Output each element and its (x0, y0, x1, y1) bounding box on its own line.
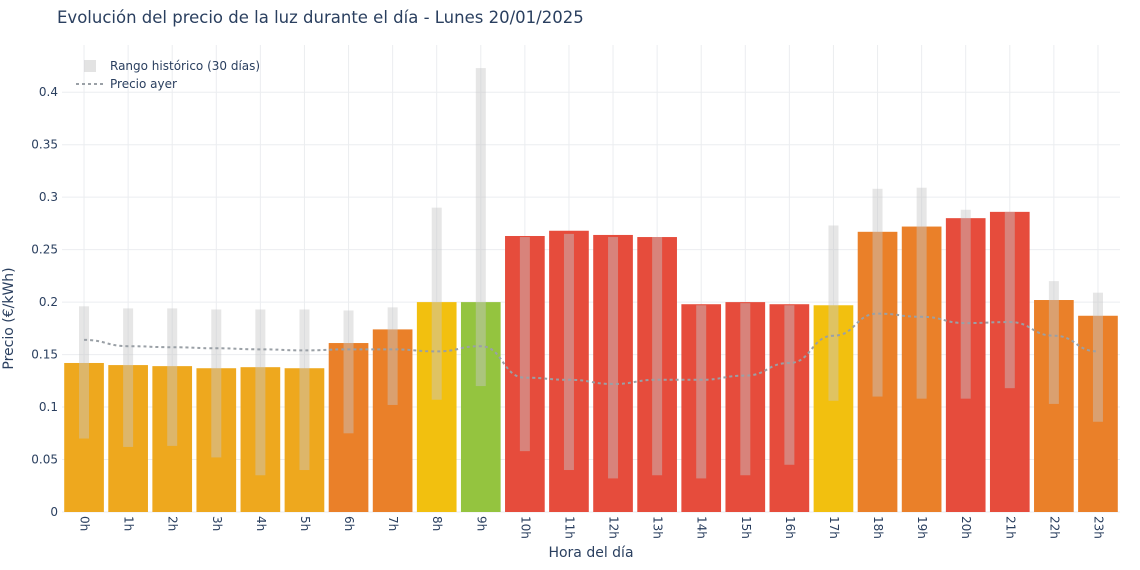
x-tick-label: 7h (386, 516, 400, 531)
y-tick-label: 0.1 (39, 400, 58, 414)
historical-range-bar (123, 308, 134, 447)
y-axis-title: Precio (€/kWh) (1, 267, 17, 369)
x-tick-label: 19h (915, 516, 929, 539)
price-bar (328, 343, 369, 512)
historical-range-bar (211, 309, 222, 458)
price-bar (240, 367, 281, 512)
historical-range-bar (519, 237, 530, 452)
historical-range-bar (608, 237, 619, 479)
x-tick-label: 21h (1003, 516, 1017, 539)
x-tick-label: 23h (1091, 516, 1105, 539)
price-bar (857, 231, 898, 513)
price-bar (460, 302, 501, 512)
historical-range-bar (916, 187, 927, 399)
historical-range-bars (79, 68, 1103, 479)
price-bar (681, 304, 722, 512)
price-bar (769, 304, 810, 512)
price-bar (416, 302, 457, 512)
x-tick-label: 15h (739, 516, 753, 539)
historical-range-bar (696, 305, 707, 479)
y-tick-label: 0.35 (31, 138, 58, 152)
historical-range-bar (299, 309, 310, 471)
y-tick-label: 0.25 (31, 243, 58, 257)
historical-range-bar (475, 68, 486, 387)
price-bar (505, 235, 545, 513)
y-tick-label: 0.15 (31, 348, 58, 362)
x-tick-label: 22h (1047, 516, 1061, 539)
x-tick-label: 18h (871, 516, 885, 539)
x-tick-label: 11h (562, 516, 576, 539)
x-tick-label: 5h (298, 516, 312, 531)
x-tick-label: 13h (651, 516, 665, 539)
x-tick-label: 14h (695, 516, 709, 539)
price-bar (989, 211, 1030, 513)
y-tick-label: 0 (50, 505, 58, 519)
price-bar (945, 218, 986, 513)
legend: Rango histórico (30 días) Precio ayer (76, 59, 260, 91)
chart-title: Evolución del precio de la luz durante e… (57, 8, 584, 27)
legend-range-swatch (84, 60, 96, 72)
price-bar (372, 329, 413, 512)
historical-range-bar (828, 225, 839, 401)
x-tick-label: 9h (474, 516, 488, 531)
historical-range-bar (784, 305, 795, 465)
price-bar (64, 362, 104, 512)
historical-range-bar (431, 207, 442, 400)
x-tick-label: 20h (959, 516, 973, 539)
x-tick-label: 3h (210, 516, 224, 531)
price-bar (593, 234, 633, 513)
price-bar (152, 366, 193, 512)
y-tick-label: 0.05 (31, 453, 58, 467)
x-tick-label: 17h (827, 516, 841, 539)
x-tick-label: 10h (518, 516, 532, 539)
historical-range-bar (255, 309, 266, 476)
price-bars (64, 211, 1118, 513)
x-axis-title: Hora del día (548, 545, 633, 561)
y-tick-label: 0.4 (39, 85, 58, 99)
price-bar (1034, 300, 1074, 512)
historical-range-bar (1092, 292, 1103, 422)
historical-range-bar (387, 307, 398, 405)
historical-range-bar (1004, 211, 1015, 389)
y-axis-ticks: 0 0.05 0.1 0.15 0.2 0.25 0.3 0.35 0.4 (31, 85, 58, 519)
x-tick-label: 2h (166, 516, 180, 531)
x-tick-label: 16h (783, 516, 797, 539)
x-tick-label: 4h (254, 516, 268, 531)
x-tick-label: 8h (430, 516, 444, 531)
yesterday-price-line (84, 312, 1098, 385)
legend-line-label: Precio ayer (110, 77, 177, 91)
y-tick-label: 0.2 (39, 295, 58, 309)
price-bar (284, 368, 325, 512)
legend-range-label: Rango histórico (30 días) (110, 59, 260, 73)
historical-range-bar (960, 209, 971, 399)
price-bar (108, 365, 148, 512)
price-bar (725, 302, 766, 512)
historical-range-bar (1048, 281, 1059, 404)
price-bar (549, 230, 589, 513)
x-tick-label: 6h (342, 516, 356, 531)
y-tick-label: 0.3 (39, 190, 58, 204)
historical-range-bar (740, 303, 751, 476)
historical-range-bar (343, 310, 354, 434)
x-tick-label: 0h (78, 516, 92, 531)
historical-range-bar (167, 308, 178, 446)
x-axis-ticks: 0h 1h 2h 3h 4h 5h 6h 7h 8h 9h 10h 11h 12h 13h 14h 15h 16… (78, 516, 1106, 539)
x-tick-label: 12h (607, 516, 621, 539)
historical-range-bar (79, 306, 90, 439)
historical-range-bar (563, 233, 574, 471)
price-bar (901, 226, 942, 513)
historical-range-bar (652, 237, 663, 476)
x-tick-label: 1h (122, 516, 136, 531)
historical-range-bar (872, 188, 883, 397)
price-bar (196, 368, 237, 512)
price-bar (637, 237, 677, 513)
